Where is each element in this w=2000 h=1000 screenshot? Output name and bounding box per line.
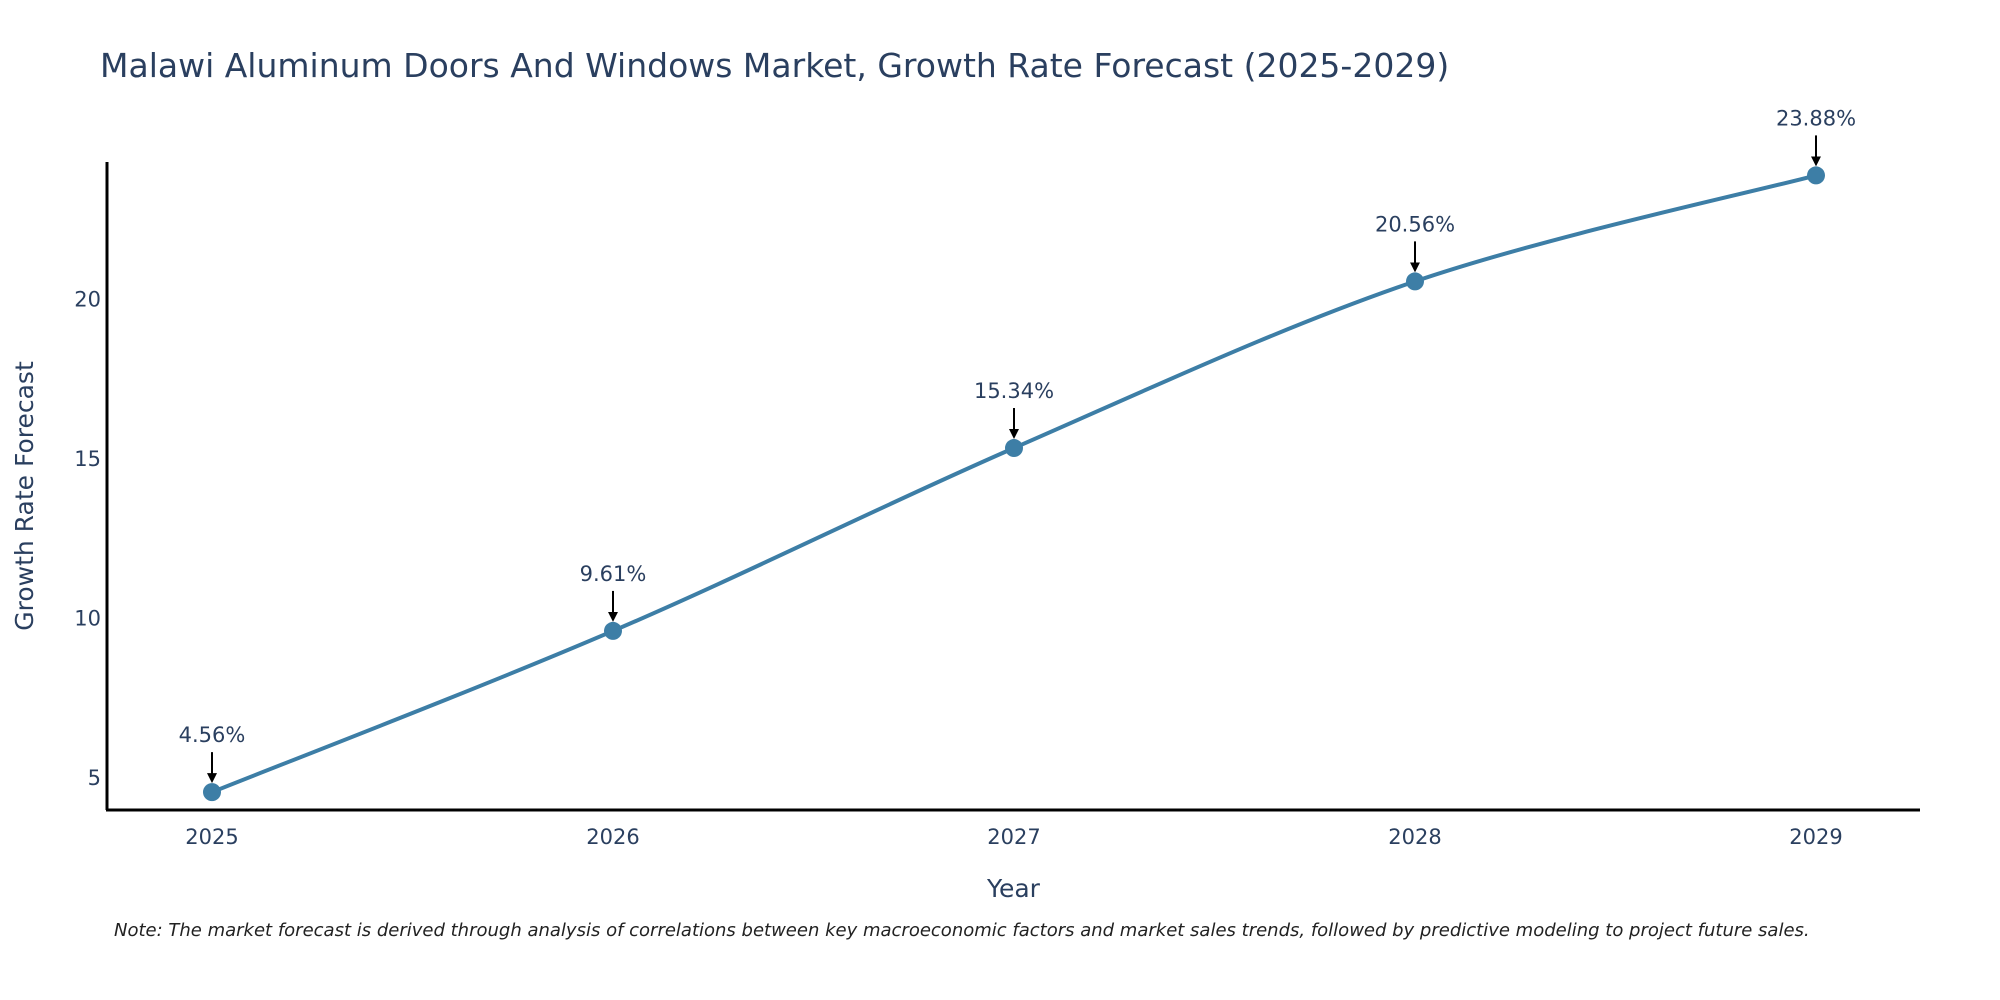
x-tick-label: 2028 bbox=[1388, 825, 1441, 849]
y-tick-label: 5 bbox=[88, 766, 101, 790]
data-point bbox=[1005, 439, 1023, 458]
y-tick-label: 15 bbox=[74, 447, 101, 471]
data-point bbox=[604, 621, 622, 640]
axis-titles: Year Growth Rate Forecast bbox=[10, 361, 1041, 903]
y-axis: 5 10 15 20 bbox=[74, 162, 109, 810]
data-label: 4.56% bbox=[179, 723, 246, 747]
x-tick-label: 2025 bbox=[185, 825, 238, 849]
chart-title: Malawi Aluminum Doors And Windows Market… bbox=[100, 46, 1450, 85]
data-label: 23.88% bbox=[1776, 106, 1856, 130]
data-point bbox=[1807, 166, 1825, 185]
data-label: 15.34% bbox=[974, 379, 1054, 403]
series-line bbox=[210, 173, 1818, 795]
x-axis-title: Year bbox=[986, 874, 1041, 903]
data-markers bbox=[203, 166, 1825, 802]
x-tick-label: 2027 bbox=[987, 825, 1040, 849]
x-tick-label: 2029 bbox=[1789, 825, 1842, 849]
data-label: 20.56% bbox=[1375, 212, 1455, 236]
y-tick-label: 10 bbox=[74, 606, 101, 630]
y-axis-title: Growth Rate Forecast bbox=[10, 361, 39, 631]
series-growth-rate bbox=[210, 173, 1818, 795]
x-axis: 2025 2026 2027 2028 2029 bbox=[106, 808, 1920, 849]
data-point bbox=[1406, 272, 1424, 291]
x-tick-label: 2026 bbox=[586, 825, 639, 849]
data-labels: 4.56% 9.61% 15.34% 20.56% 23.88% bbox=[179, 106, 1856, 784]
chart-note: Note: The market forecast is derived thr… bbox=[114, 920, 1810, 941]
data-label: 9.61% bbox=[580, 562, 647, 586]
y-tick-label: 20 bbox=[74, 287, 101, 311]
data-point bbox=[203, 783, 221, 802]
